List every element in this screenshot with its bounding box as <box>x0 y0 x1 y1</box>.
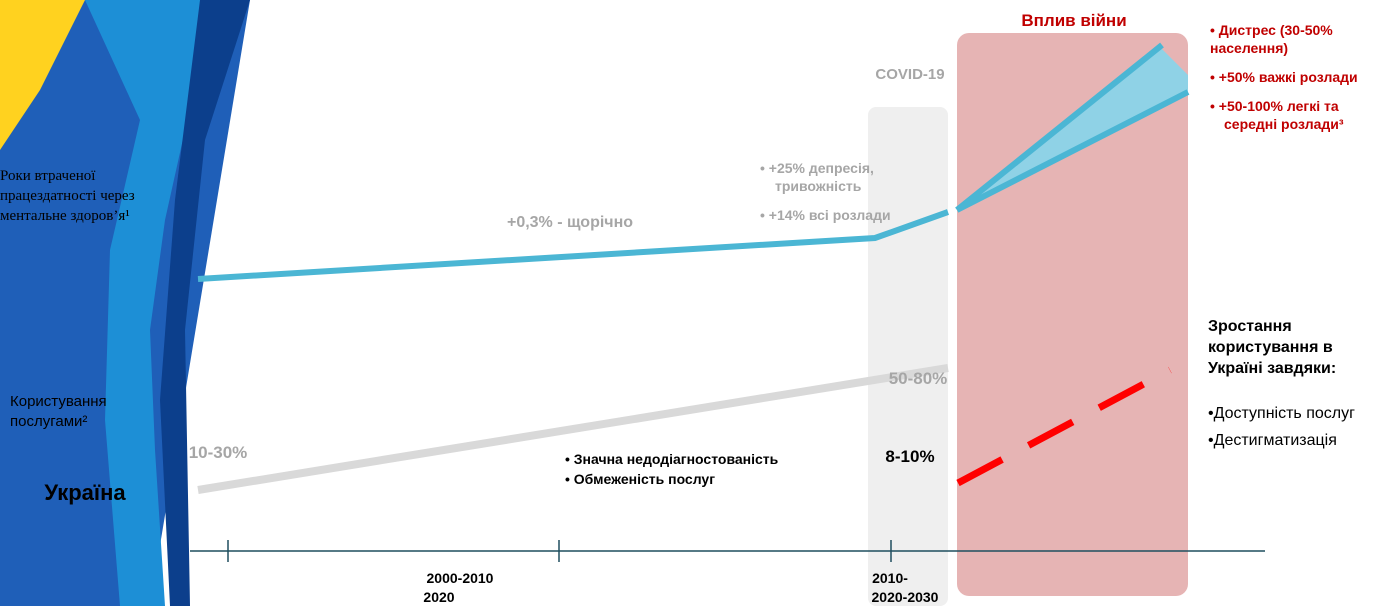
flag-decoration <box>0 0 250 606</box>
growth-title: користування в <box>1208 339 1333 356</box>
trend-label: +0,3% - щорічно <box>507 214 633 231</box>
war-title: Вплив війни <box>1021 11 1126 30</box>
row-label: ментальне здоров’я¹ <box>0 208 130 224</box>
covid-bullet: тривожність <box>775 178 862 194</box>
timeline-label: 2010- <box>872 570 908 586</box>
row-label: Користування <box>10 393 107 410</box>
timeline-label: 2000-2010 <box>427 570 494 586</box>
war-bullet: середні розлади³ <box>1224 116 1344 132</box>
war-bullet: • Дистрес (30-50% <box>1210 22 1333 38</box>
war-bullet: • +50-100% легкі та <box>1210 98 1339 114</box>
war-bullet: населення) <box>1210 40 1288 56</box>
covid-title: COVID-19 <box>875 66 944 83</box>
growth-title: Україні завдяки: <box>1208 360 1336 377</box>
war-bullet: • +50% важкі розлади <box>1210 69 1358 85</box>
country: Україна <box>44 480 126 505</box>
covid-bullet: • +14% всі розлади <box>760 207 891 223</box>
value-label: 10-30% <box>189 443 248 462</box>
value-label: 50-80% <box>889 369 948 388</box>
timeline-label: 2020 <box>423 589 454 605</box>
covid-band <box>868 107 948 606</box>
growth-title: Зростання <box>1208 318 1292 335</box>
timeline-label: 2020-2030 <box>872 589 939 605</box>
covid-bullet: • +25% депресія, <box>760 160 874 176</box>
row-label: послугами² <box>10 413 87 430</box>
slide: Вплив війни • Дистрес (30-50% населення) • … <box>0 0 1400 606</box>
row-label: працездатності через <box>0 188 135 204</box>
growth-reason: •Дестигматизація <box>1208 432 1337 449</box>
growth-reason: •Доступність послуг <box>1208 405 1355 422</box>
value-label: 8-10% <box>885 447 934 466</box>
note: • Обмеженість послуг <box>565 471 715 487</box>
row-label: Роки втраченої <box>0 168 96 184</box>
note: • Значна недодіагностованість <box>565 451 779 467</box>
